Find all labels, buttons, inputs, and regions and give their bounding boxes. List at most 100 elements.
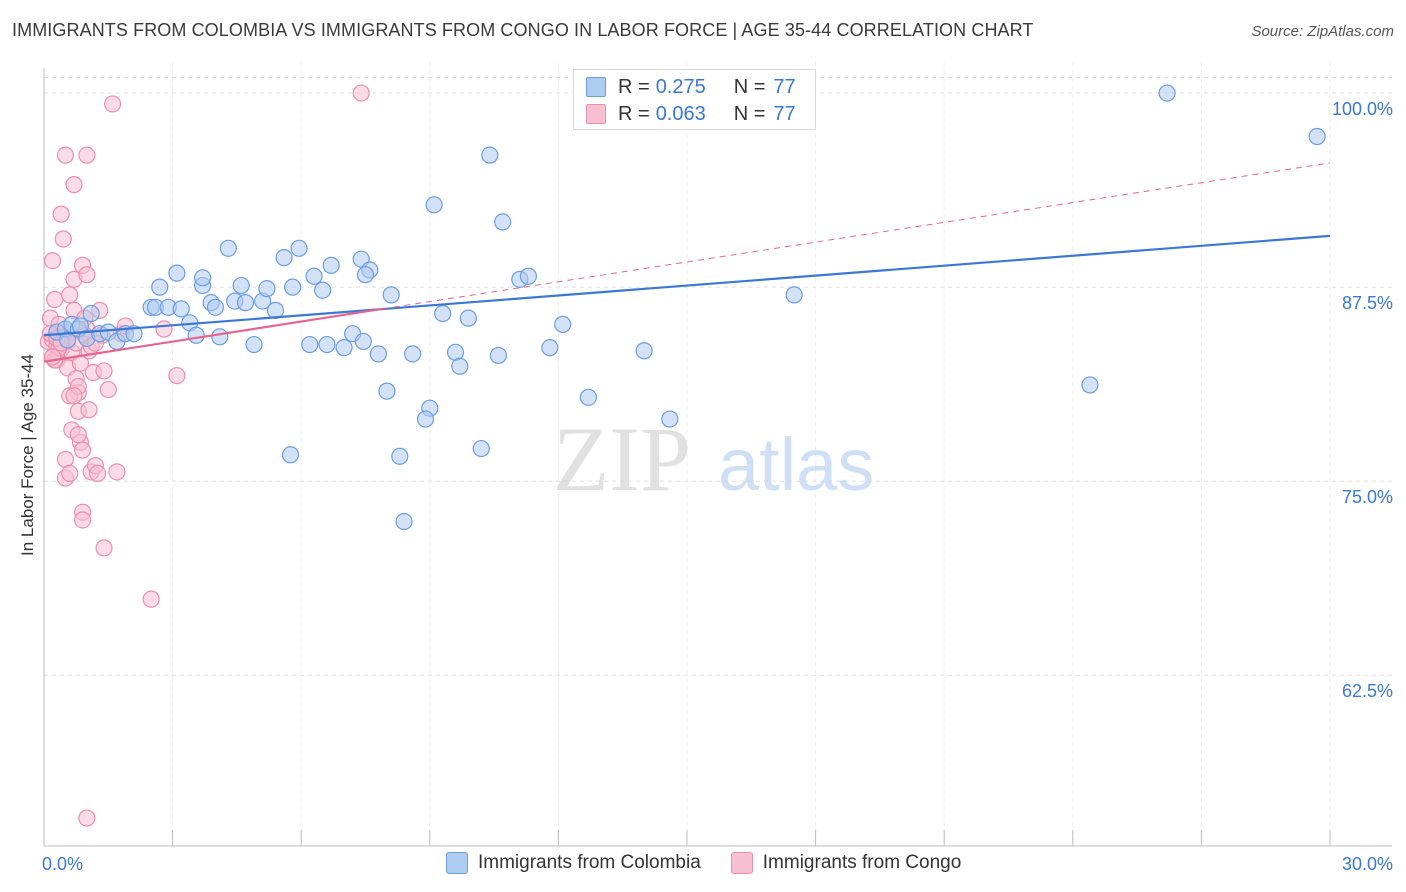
congo-point <box>168 367 186 385</box>
y-tick-label: 100.0% <box>1332 99 1393 119</box>
congo-point <box>65 176 83 194</box>
congo-point <box>69 425 87 444</box>
x-tick-label-min: 0.0% <box>42 854 83 874</box>
colombia-point <box>281 446 300 464</box>
watermark-atlas: atlas <box>718 423 874 506</box>
colombia-point <box>301 335 319 354</box>
colombia-point <box>785 286 803 304</box>
congo-point <box>352 84 370 102</box>
colombia-point <box>1308 127 1326 146</box>
colombia-point <box>322 256 340 274</box>
colombia-point <box>82 304 100 323</box>
congo-trend-line <box>43 307 383 363</box>
congo-point <box>52 205 70 223</box>
legend-item-congo: Immigrants from Congo <box>730 852 962 874</box>
colombia-trend-line <box>43 234 1331 337</box>
y-tick-label: 87.5% <box>1342 293 1393 313</box>
colombia-point <box>434 304 452 323</box>
r-label: R = <box>618 102 650 125</box>
legend-row-colombia: R = 0.275 N = 77 <box>586 75 796 99</box>
watermark: ZIP atlas <box>553 408 874 510</box>
congo-point <box>56 146 75 164</box>
colombia-point <box>635 342 653 360</box>
congo-point <box>142 590 160 608</box>
colombia-point <box>284 278 302 296</box>
trend-lines <box>43 162 1331 363</box>
colombia-point <box>318 335 336 354</box>
congo-point <box>103 95 122 113</box>
axes <box>43 68 1392 847</box>
colombia-point <box>258 280 276 298</box>
colombia-point <box>378 382 396 400</box>
colombia-point <box>494 213 512 231</box>
congo-point <box>95 362 113 380</box>
colombia-point <box>335 339 353 357</box>
congo-swatch <box>586 104 606 124</box>
colombia-point <box>187 326 205 344</box>
congo-point <box>61 464 79 483</box>
y-tick-label: 62.5% <box>1342 681 1393 701</box>
congo-point <box>80 401 98 419</box>
colombia-point <box>168 264 186 282</box>
n-label: N = <box>733 75 766 98</box>
congo-point <box>61 286 79 304</box>
r-value: 0.275 <box>655 75 706 98</box>
congo-point <box>155 320 173 338</box>
congo-point <box>73 441 92 459</box>
colombia-point <box>554 315 572 333</box>
colombia-point <box>382 286 400 304</box>
congo-point <box>108 463 126 481</box>
colombia-point <box>211 328 229 346</box>
congo-trend-extension <box>382 162 1331 310</box>
colombia-point <box>356 266 375 284</box>
colombia-point <box>519 267 537 285</box>
colombia-point <box>232 276 250 295</box>
colombia-point <box>219 239 237 257</box>
colombia-point <box>354 332 372 351</box>
colombia-point <box>245 335 263 354</box>
colombia-point <box>661 410 679 428</box>
colombia-point <box>416 410 435 428</box>
colombia-point <box>151 278 169 296</box>
congo-points <box>39 84 370 827</box>
colombia-point <box>404 345 422 363</box>
colombia-point <box>58 331 77 349</box>
congo-point <box>99 380 117 399</box>
colombia-point <box>425 196 443 214</box>
colombia-point <box>305 267 323 285</box>
colombia-swatch <box>446 852 468 874</box>
congo-point <box>43 252 62 270</box>
source-label: Source: ZipAtlas.com <box>1251 23 1394 40</box>
n-value: 77 <box>773 102 796 125</box>
x-tick-label-max: 30.0% <box>1342 854 1393 874</box>
colombia-point <box>172 300 190 318</box>
colombia-point <box>194 269 212 287</box>
r-value: 0.063 <box>655 102 706 125</box>
r-label: R = <box>618 75 650 98</box>
legend-item-colombia: Immigrants from Colombia <box>446 852 701 874</box>
tick-labels: 62.5% 75.0% 87.5% 100.0% 0.0% 30.0% <box>42 99 1393 874</box>
legend-label: Immigrants from Colombia <box>478 852 701 873</box>
colombia-point <box>369 345 387 363</box>
colombia-point <box>391 447 409 465</box>
colombia-point <box>579 388 598 406</box>
congo-point <box>73 511 92 529</box>
colombia-swatch <box>586 77 606 97</box>
colombia-point <box>206 298 225 316</box>
chart-title: IMMIGRANTS FROM COLOMBIA VS IMMIGRANTS F… <box>12 20 1034 40</box>
congo-point <box>78 266 96 284</box>
colombia-point <box>451 357 469 375</box>
colombia-point <box>236 294 255 312</box>
legend-row-congo: R = 0.063 N = 77 <box>586 102 796 126</box>
colombia-point <box>541 339 559 357</box>
colombia-point <box>481 146 499 164</box>
y-tick-label: 75.0% <box>1342 487 1393 507</box>
congo-point <box>54 230 72 248</box>
congo-swatch <box>730 852 753 874</box>
colombia-point <box>489 346 507 365</box>
legend-label: Immigrants from Congo <box>762 852 962 873</box>
colombia-point <box>1158 84 1176 102</box>
congo-point <box>88 464 107 483</box>
n-value: 77 <box>773 75 796 98</box>
